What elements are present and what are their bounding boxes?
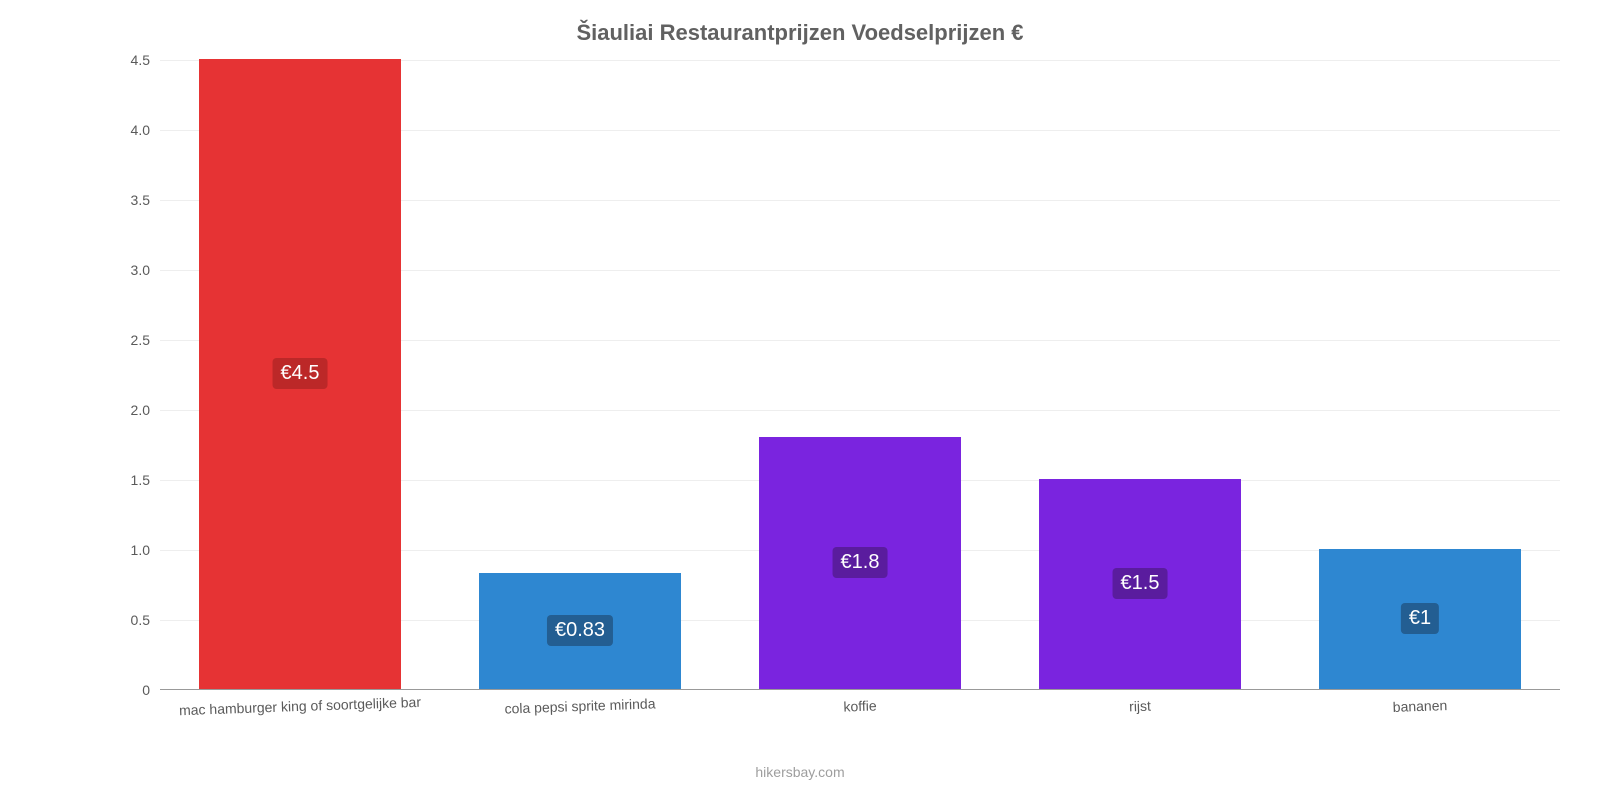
y-tick-label: 0 bbox=[100, 682, 150, 698]
y-tick-label: 3.0 bbox=[100, 262, 150, 278]
credit-text: hikersbay.com bbox=[0, 764, 1600, 780]
y-tick-label: 1.0 bbox=[100, 542, 150, 558]
y-tick-label: 2.5 bbox=[100, 332, 150, 348]
chart-title: Šiauliai Restaurantprijzen Voedselprijze… bbox=[0, 0, 1600, 46]
x-tick-label: mac hamburger king of soortgelijke bar bbox=[179, 694, 421, 718]
x-tick-label: cola pepsi sprite mirinda bbox=[504, 695, 655, 716]
x-axis-labels: mac hamburger king of soortgelijke barco… bbox=[160, 698, 1560, 723]
y-tick-label: 4.0 bbox=[100, 122, 150, 138]
plot-area: 00.51.01.52.02.53.03.54.04.5€4.5€0.83€1.… bbox=[160, 60, 1560, 690]
y-tick-label: 3.5 bbox=[100, 192, 150, 208]
bar: €1.5 bbox=[1039, 479, 1241, 689]
bar: €1.8 bbox=[759, 437, 961, 689]
bar: €0.83 bbox=[479, 573, 681, 689]
bar-value-label: €1.8 bbox=[833, 547, 888, 578]
bar-value-label: €4.5 bbox=[273, 358, 328, 389]
x-tick-label: bananen bbox=[1392, 697, 1447, 715]
bar: €4.5 bbox=[199, 59, 401, 689]
y-tick-label: 0.5 bbox=[100, 612, 150, 628]
x-tick-label: rijst bbox=[1129, 698, 1151, 715]
bar: €1 bbox=[1319, 549, 1521, 689]
bar-value-label: €1 bbox=[1401, 603, 1439, 634]
bar-value-label: €0.83 bbox=[547, 615, 613, 646]
y-tick-label: 4.5 bbox=[100, 52, 150, 68]
x-tick-label: koffie bbox=[843, 697, 877, 714]
bar-value-label: €1.5 bbox=[1113, 568, 1168, 599]
y-tick-label: 1.5 bbox=[100, 472, 150, 488]
chart-container: 00.51.01.52.02.53.03.54.04.5€4.5€0.83€1.… bbox=[100, 60, 1560, 720]
y-tick-label: 2.0 bbox=[100, 402, 150, 418]
